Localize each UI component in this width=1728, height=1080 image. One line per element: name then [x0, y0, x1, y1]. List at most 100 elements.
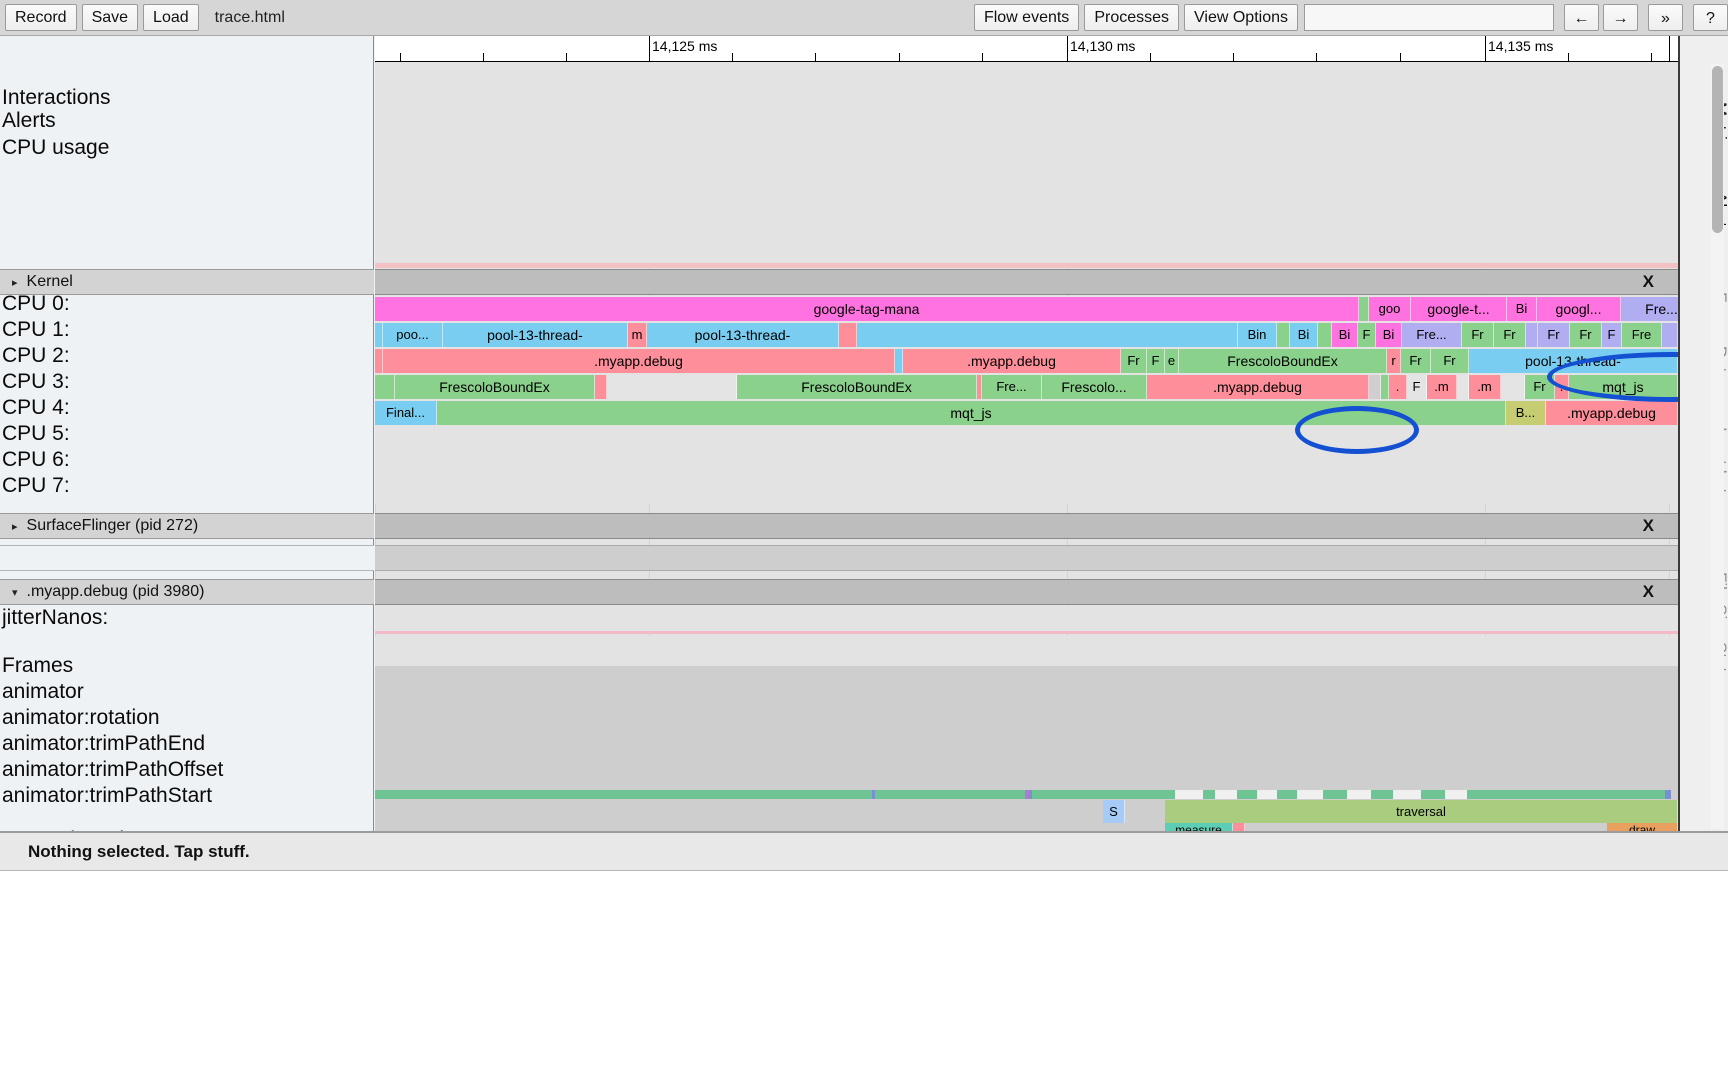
- vertical-scrollbar[interactable]: [1711, 64, 1724, 829]
- trace-slice[interactable]: [1662, 323, 1678, 347]
- track-label-ui-thread[interactable]: ▾UI Thread: [0, 824, 374, 831]
- group-kernel[interactable]: ▸ Kernel: [0, 269, 374, 295]
- trace-slice[interactable]: poo...: [383, 323, 443, 347]
- group-surfaceflinger[interactable]: ▸ SurfaceFlinger (pid 272): [0, 513, 374, 539]
- trace-slice[interactable]: .m: [1469, 375, 1501, 399]
- trace-slice[interactable]: draw: [1607, 823, 1678, 831]
- trace-slice[interactable]: .m: [1427, 375, 1457, 399]
- nav-next-button[interactable]: →: [1603, 4, 1638, 31]
- trace-slice[interactable]: F: [1602, 323, 1622, 347]
- trace-slice[interactable]: [839, 323, 857, 347]
- trace-slice[interactable]: Frescolo...: [1042, 375, 1147, 399]
- trace-slice[interactable]: F: [1407, 375, 1427, 399]
- trace-slice[interactable]: .myapp.debug: [383, 349, 895, 373]
- trace-slice[interactable]: [375, 375, 395, 399]
- trace-slice[interactable]: googl...: [1537, 297, 1621, 321]
- trace-slice[interactable]: [1233, 823, 1245, 831]
- trace-slice[interactable]: Bi: [1332, 323, 1358, 347]
- search-input[interactable]: [1304, 4, 1554, 31]
- flow-events-button[interactable]: Flow events: [973, 4, 1080, 31]
- trace-slice[interactable]: [1457, 375, 1469, 399]
- trace-slice[interactable]: mqt_js: [437, 401, 1506, 425]
- scrollbar-thumb[interactable]: [1712, 66, 1723, 233]
- trace-slice[interactable]: .myapp.debug: [1147, 375, 1369, 399]
- trace-slice[interactable]: FrescoloBoundEx: [737, 375, 977, 399]
- trace-slice[interactable]: Bi: [1376, 323, 1402, 347]
- trace-slice[interactable]: [607, 375, 737, 399]
- trace-slice[interactable]: Fr: [1538, 323, 1570, 347]
- trace-slice[interactable]: .myapp.debug: [1546, 401, 1678, 425]
- load-button[interactable]: Load: [143, 4, 199, 31]
- trace-slice[interactable]: [977, 375, 982, 399]
- cpu-track-row-3[interactable]: FrescoloBoundEx FrescoloBoundEx Fre... Fres…: [375, 374, 1678, 400]
- trace-slice[interactable]: [1526, 323, 1538, 347]
- trace-slice[interactable]: google-tag-mana: [375, 297, 1359, 321]
- trace-slice[interactable]: Bi: [1290, 323, 1318, 347]
- cpu-track-row-7[interactable]: [375, 478, 1678, 504]
- trace-slice[interactable]: mqt_js: [1569, 375, 1678, 399]
- trace-slice[interactable]: m: [628, 323, 647, 347]
- trace-slice[interactable]: [1277, 323, 1290, 347]
- close-surfaceflinger-group-button[interactable]: X: [1642, 516, 1654, 535]
- nav-prev-button[interactable]: ←: [1564, 4, 1599, 31]
- trace-slice[interactable]: r: [1387, 349, 1401, 373]
- processes-button[interactable]: Processes: [1084, 4, 1180, 31]
- trace-slice[interactable]: pool-13-thread-: [647, 323, 839, 347]
- trace-slice[interactable]: F: [1358, 323, 1376, 347]
- cpu-track-row-5[interactable]: [375, 426, 1678, 452]
- trace-slice[interactable]: Fr: [1431, 349, 1469, 373]
- view-options-button[interactable]: View Options: [1184, 4, 1298, 31]
- cpu-track-row-0[interactable]: google-tag-mana goo google-t... Bi googl... F…: [375, 296, 1728, 322]
- surfaceflinger-group-band[interactable]: X: [375, 513, 1678, 539]
- trace-slice[interactable]: [1501, 375, 1525, 399]
- trace-slice[interactable]: Fre: [1622, 323, 1662, 347]
- trace-slice[interactable]: [1359, 297, 1369, 321]
- trace-slice[interactable]: FrescoloBoundEx: [395, 375, 595, 399]
- trace-slice[interactable]: [857, 323, 1238, 347]
- close-kernel-group-button[interactable]: X: [1642, 272, 1654, 291]
- trace-slice[interactable]: measure: [1165, 823, 1233, 831]
- trace-slice[interactable]: traversal: [1165, 800, 1678, 823]
- trace-slice[interactable]: S: [1103, 800, 1125, 823]
- trace-slice[interactable]: Fr: [1121, 349, 1147, 373]
- ui-thread-green-bar[interactable]: [375, 790, 1671, 799]
- trace-slice[interactable]: [895, 349, 903, 373]
- trace-slice[interactable]: Bi: [1507, 297, 1537, 321]
- cpu-track-row-6[interactable]: [375, 452, 1678, 478]
- trace-slice[interactable]: .myapp.debug: [903, 349, 1121, 373]
- myapp-group-band[interactable]: X: [375, 579, 1678, 605]
- record-button[interactable]: Record: [5, 4, 77, 31]
- trace-slice[interactable]: [1369, 375, 1381, 399]
- kernel-group-band[interactable]: X: [375, 269, 1678, 295]
- trace-slice[interactable]: Fr: [1462, 323, 1494, 347]
- trace-slice[interactable]: pool-13-thread-: [443, 323, 628, 347]
- nav-more-button[interactable]: »: [1648, 4, 1683, 31]
- trace-slice[interactable]: [375, 349, 383, 373]
- trace-slice[interactable]: [1381, 375, 1389, 399]
- trace-slice[interactable]: [595, 375, 607, 399]
- trace-slice[interactable]: Fr: [1401, 349, 1431, 373]
- trace-slice[interactable]: [1318, 323, 1332, 347]
- trace-slice[interactable]: Fr: [1525, 375, 1555, 399]
- close-myapp-group-button[interactable]: X: [1642, 582, 1654, 601]
- trace-slice[interactable]: F: [1147, 349, 1165, 373]
- group-myapp-debug[interactable]: ▾ .myapp.debug (pid 3980): [0, 579, 374, 605]
- trace-slice[interactable]: goo: [1369, 297, 1411, 321]
- trace-slice[interactable]: Final...: [375, 401, 437, 425]
- trace-slice[interactable]: Fre...: [1402, 323, 1462, 347]
- trace-slice[interactable]: [375, 323, 383, 347]
- trace-slice[interactable]: .: [1389, 375, 1407, 399]
- trace-slice[interactable]: Fre...: [982, 375, 1042, 399]
- trace-slice[interactable]: e: [1165, 349, 1179, 373]
- save-button[interactable]: Save: [81, 4, 139, 31]
- trace-slice[interactable]: Fr: [1570, 323, 1602, 347]
- cpu-track-row-1[interactable]: poo... pool-13-thread-m pool-13-thread- Bin…: [375, 322, 1678, 348]
- help-button[interactable]: ?: [1693, 4, 1728, 31]
- trace-slice[interactable]: Fr: [1494, 323, 1526, 347]
- trace-slice[interactable]: Bin: [1238, 323, 1277, 347]
- trace-slice[interactable]: google-t...: [1411, 297, 1507, 321]
- trace-slice[interactable]: pool-13-thread-: [1469, 349, 1678, 373]
